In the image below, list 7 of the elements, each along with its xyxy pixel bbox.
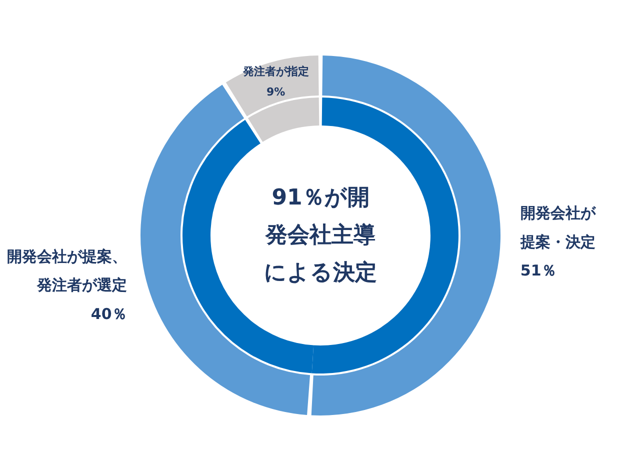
data-label: 51％ bbox=[520, 262, 556, 280]
slice-label: 開発会社が提案・決定 bbox=[519, 204, 596, 251]
slice-label: 開発会社が提案、発注者が選定 bbox=[6, 247, 127, 294]
slice-label: 発注者が指定 bbox=[242, 64, 309, 78]
data-label: 9% bbox=[266, 86, 286, 99]
data-label: 40％ bbox=[90, 305, 127, 324]
text: 91％が開発会社主導による決定 bbox=[264, 186, 377, 286]
